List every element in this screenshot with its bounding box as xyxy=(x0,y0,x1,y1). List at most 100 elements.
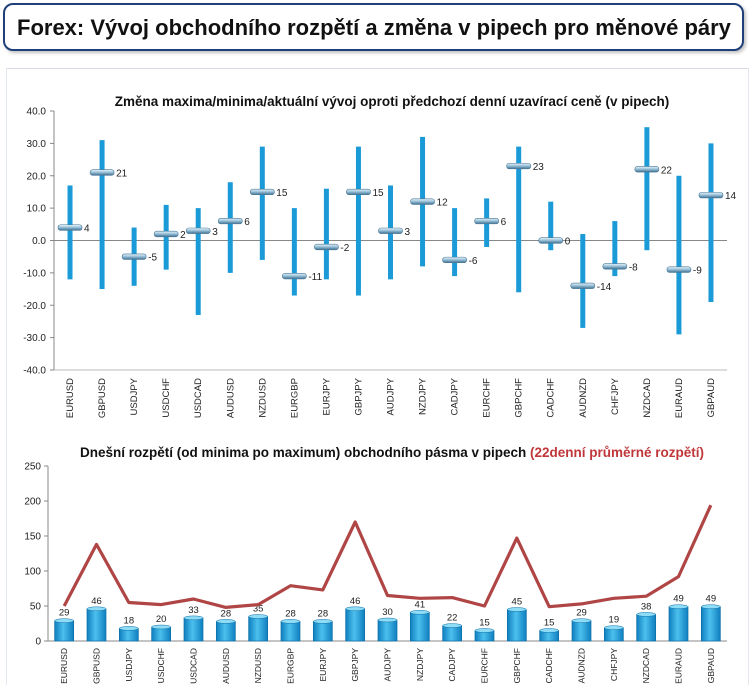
chart1-y-tick-label: 20.0 xyxy=(27,171,47,182)
page-header: Forex: Vývoj obchodního rozpětí a změna … xyxy=(3,3,744,51)
chart1-category-label: GBPAUD xyxy=(706,378,717,418)
chart2-category-label: EURAUD xyxy=(674,648,684,684)
range-bar-nzdcad xyxy=(644,127,650,251)
current-marker-gbpjpy xyxy=(346,188,371,196)
current-marker-audusd xyxy=(217,217,243,225)
chart2-category-label: CADCHF xyxy=(544,648,554,683)
bar-cap xyxy=(151,624,171,630)
bar-cap xyxy=(377,617,398,623)
range-bar-gbpjpy xyxy=(355,146,361,296)
range-bar-audnzd xyxy=(580,234,586,328)
chart2-category-label: GBPJPY xyxy=(350,648,360,682)
range-bar-euraud xyxy=(668,606,689,642)
chart1-category-label: GBPUSD xyxy=(97,378,108,418)
current-marker-gbpaud xyxy=(698,192,724,199)
bar-value-label: 19 xyxy=(609,615,620,626)
current-value-label: -8 xyxy=(629,262,638,273)
chart2-category-label: GBPCHF xyxy=(512,648,522,683)
chart1-y-tick-label: -40.0 xyxy=(23,366,46,377)
current-marker-eurjpy xyxy=(314,243,339,251)
bar-value-label: 28 xyxy=(285,608,296,619)
chart1-category-label: EURJPY xyxy=(321,377,332,415)
range-bar-gbpusd xyxy=(99,140,105,290)
current-marker-chfjpy xyxy=(602,263,628,270)
range-bar-eurgbp xyxy=(280,621,301,642)
current-marker-cadchf xyxy=(538,237,564,244)
current-marker-gbpusd xyxy=(89,169,115,176)
current-value-label: -6 xyxy=(469,256,478,267)
current-value-label: 22 xyxy=(661,165,673,176)
bar-cap xyxy=(86,606,107,612)
bar-cap xyxy=(119,626,139,631)
chart2-category-label: USDCHF xyxy=(156,648,166,683)
range-bar-audusd xyxy=(227,182,233,273)
chart2-y-tick-label: 50 xyxy=(30,602,42,613)
chart2-category-label: EURGBP xyxy=(286,648,296,684)
bar-cap xyxy=(701,604,721,609)
range-bar-eurgbp xyxy=(291,208,297,296)
chart1-y-tick-label: 40.0 xyxy=(27,107,47,118)
current-marker-eurgbp xyxy=(282,273,307,280)
average-range-line xyxy=(62,504,713,609)
bar-value-label: 28 xyxy=(318,608,329,619)
range-bar-gbpjpy xyxy=(345,608,366,642)
chart2-category-label: NZDUSD xyxy=(253,648,263,683)
current-value-label: 3 xyxy=(212,227,218,238)
current-value-label: 3 xyxy=(405,227,411,238)
bar-value-label: 15 xyxy=(544,618,555,629)
bar-cap xyxy=(410,610,430,615)
bar-value-label: 49 xyxy=(706,594,717,605)
chart2-category-label: EURUSD xyxy=(59,648,69,684)
current-value-label: 14 xyxy=(725,191,737,202)
chart2-category-label: CHFJPY xyxy=(609,648,619,681)
current-marker-eurusd xyxy=(57,224,83,231)
chart1-category-label: EURCHF xyxy=(482,378,493,418)
range-bar-euraud xyxy=(676,175,682,335)
chart2-category-label: NZDJPY xyxy=(415,648,425,681)
range-bar-nzdcad xyxy=(636,614,657,642)
current-value-label: -14 xyxy=(597,282,612,293)
chart2-category-label: AUDUSD xyxy=(221,648,231,684)
range-bar-usdcad xyxy=(183,617,204,642)
current-marker-nzdusd xyxy=(250,188,275,196)
chart2-category-label: USDCAD xyxy=(189,648,199,684)
current-marker-usdjpy xyxy=(121,253,147,260)
range-bar-audnzd xyxy=(571,620,592,642)
current-value-label: -2 xyxy=(340,243,349,254)
page-title: Forex: Vývoj obchodního rozpětí a změna … xyxy=(17,15,731,40)
range-bar-cadchf xyxy=(548,201,554,251)
chart1-category-label: GBPCHF xyxy=(514,378,525,418)
bar-cap xyxy=(539,628,559,633)
range-bar-eurjpy xyxy=(323,188,329,280)
chart1-category-label: AUDUSD xyxy=(225,378,236,418)
chart1-category-label: NZDJPY xyxy=(418,377,429,415)
chart1-category-label: CADCHF xyxy=(546,378,557,418)
bar-cap xyxy=(313,619,333,624)
current-value-label: 15 xyxy=(372,188,384,199)
bar-cap xyxy=(345,606,365,612)
charts-panel xyxy=(6,68,749,685)
current-value-label: 0 xyxy=(565,237,571,248)
chart1-category-label: CADJPY xyxy=(450,377,461,415)
current-marker-usdchf xyxy=(153,230,179,238)
current-value-label: 6 xyxy=(501,217,507,228)
chart1-y-tick-label: -30.0 xyxy=(23,333,46,344)
current-marker-nzdcad xyxy=(634,166,660,173)
range-bar-nzdusd xyxy=(248,616,269,642)
bar-cap xyxy=(668,604,689,609)
chart1-y-tick-label: -10.0 xyxy=(23,268,46,279)
range-bar-nzdjpy xyxy=(409,611,430,642)
bar-value-label: 45 xyxy=(512,597,523,608)
bar-cap xyxy=(216,619,236,624)
chart1-title: Změna maxima/minima/aktuální vývoj oprot… xyxy=(115,94,669,109)
chart2-y-tick-label: 200 xyxy=(24,497,41,508)
bar-value-label: 15 xyxy=(479,618,490,629)
bar-value-label: 46 xyxy=(350,596,361,607)
current-marker-audjpy xyxy=(378,227,403,234)
current-marker-euraud xyxy=(666,266,692,273)
bar-cap xyxy=(280,619,301,624)
current-value-label: 6 xyxy=(244,217,250,228)
current-value-label: -11 xyxy=(308,272,322,283)
chart2-title-main: Dnešní rozpětí (od minima po maximum) ob… xyxy=(80,445,530,460)
